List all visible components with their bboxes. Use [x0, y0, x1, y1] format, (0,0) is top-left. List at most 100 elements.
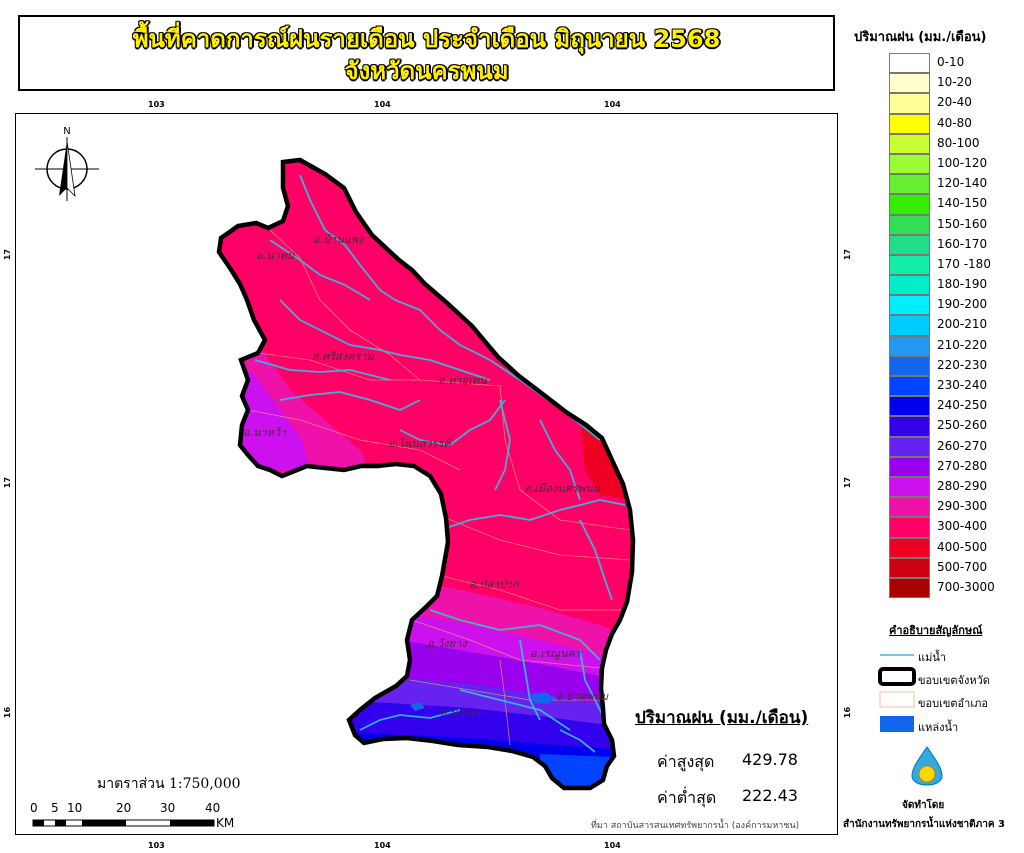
symbol-legend-title: คำอธิบายสัญลักษณ์: [889, 624, 983, 637]
district-label-na-thom: อ.นาทม: [256, 249, 295, 262]
district-label-na-wa: อ.นาหว้า: [243, 426, 287, 439]
grid-label-bottom-3: 104: [604, 841, 621, 850]
legend-title: ปริมาณฝน (มม./เดือน): [854, 30, 987, 45]
legend-swatch: [889, 335, 930, 356]
legend-swatch: [889, 517, 930, 538]
north-label: N: [63, 126, 70, 137]
stat-max-label: ค่าสูงสุด: [657, 752, 715, 771]
scale-bar: [32, 819, 215, 827]
legend-swatch: [889, 557, 930, 578]
legend-label: 230-240: [937, 378, 988, 392]
stats-title: ปริมาณฝน (มม./เดือน): [635, 708, 809, 728]
legend-label: 210-220: [937, 337, 988, 352]
legend-label: 150-160: [937, 216, 988, 231]
grid-label-top-2: 104: [374, 100, 391, 109]
legend-swatch: [889, 254, 930, 276]
map-frame: [15, 113, 838, 835]
legend-swatch: [889, 396, 930, 417]
symbol-water-label: แหล่งน้ำ: [918, 721, 959, 734]
legend-label: 40-80: [937, 115, 972, 130]
legend-label: 280-290: [937, 478, 988, 493]
district-label-tha-uthen: อ.ท่าอุเทน: [438, 374, 487, 387]
legend-swatch: [889, 436, 930, 457]
district-label-wang-yang: อ.วังยาง: [427, 637, 468, 650]
district-labels: อ.บ้านแพง อ.นาทม อ.ศรีสงคราม อ.ท่าอุเทน …: [243, 233, 609, 719]
legend-swatch: [889, 234, 930, 255]
legend-swatch: [889, 497, 930, 518]
scale-tick-20: 20: [116, 801, 132, 815]
prepared-by-label: จัดทำโดย: [902, 800, 945, 811]
symbol-province-label: ขอบเขตจังหวัด: [918, 674, 990, 687]
grid-label-top-1: 103: [148, 100, 165, 109]
legend-label: 240-250: [937, 398, 988, 413]
stat-min-value: 222.43: [742, 786, 798, 805]
scale-tick-0: 0: [30, 801, 38, 815]
legend-label: 400-500: [937, 539, 988, 554]
grid-label-bottom-2: 104: [374, 841, 391, 850]
legend-swatch: [889, 214, 930, 235]
legend-swatch: [889, 113, 930, 134]
district-label-pla-pak: อ.ปลาปาก: [469, 578, 520, 591]
district-label-phon-sawan: อ.โพนสวรรค์: [388, 437, 454, 450]
legend-swatch: [889, 275, 930, 296]
legend-label: 120-140: [937, 176, 988, 191]
legend-label: 140-150: [937, 196, 988, 211]
district-label-ban-phaeng: อ.บ้านแพง: [313, 233, 365, 246]
legend-label: 190-200: [937, 297, 988, 312]
legend-label: 20-40: [937, 95, 972, 110]
legend-label: 270-280: [937, 458, 988, 473]
legend-swatch: [889, 416, 930, 437]
legend-label: 80-100: [937, 135, 980, 150]
legend-label: 220-230: [937, 357, 988, 372]
legend-label: 260-270: [937, 438, 988, 453]
legend-swatch: [889, 315, 930, 336]
legend-label: 250-260: [937, 418, 988, 433]
legend-label: 160-170: [937, 236, 988, 251]
legend-swatch: [889, 53, 930, 74]
legend-swatch: [889, 73, 930, 94]
agency-logo: [911, 746, 943, 786]
legend-swatch: [889, 153, 930, 175]
legend-label: 700-3000: [937, 579, 995, 594]
legend-swatch: [889, 93, 930, 114]
legend-swatch: [889, 376, 930, 397]
map-title-box: พื้นที่คาดการณ์ฝนรายเดือน ประจำเดือน มิถ…: [18, 15, 835, 91]
map-subtitle: จังหวัดนครพนม: [344, 57, 509, 85]
map-title: พื้นที่คาดการณ์ฝนรายเดือน ประจำเดือน มิถ…: [132, 25, 721, 53]
legend-swatch: [889, 476, 930, 498]
symbol-legend-graphics: [878, 654, 916, 732]
district-label-that-phanom: อ.ธาตุพนม: [556, 690, 609, 703]
scale-tick-10: 10: [67, 801, 83, 815]
legend-label: 180-190: [937, 277, 988, 292]
legend-label: 0-10: [937, 55, 965, 69]
district-label-renu-nakhon: อ.เรณูนคร: [530, 647, 583, 660]
legend-swatch: [889, 577, 930, 599]
data-source: ที่มา สถาบันสารสนเทศทรัพยากรน้ำ (องค์การ…: [591, 821, 800, 831]
organization-name: สำนักงานทรัพยากรน้ำแห่งชาติภาค 3: [843, 819, 1006, 830]
stat-max-value: 429.78: [742, 750, 798, 769]
district-label-mueang: อ.เมืองนครพนม: [524, 482, 601, 495]
scale-text: มาตราส่วน 1:750,000: [97, 776, 241, 792]
legend-swatch: [889, 174, 930, 195]
symbol-river-label: แม่น้ำ: [918, 651, 947, 664]
scale-tick-5: 5: [51, 801, 59, 815]
scale-unit: KM: [216, 816, 235, 830]
legend-swatch: [889, 537, 930, 558]
legend-label: 200-210: [937, 317, 988, 332]
legend-label: 10-20: [937, 75, 972, 90]
legend-label: 100-120: [937, 155, 988, 170]
stat-min-label: ค่าต่ำสุด: [657, 788, 717, 807]
legend-swatch: [889, 456, 930, 477]
legend-swatch: [889, 133, 930, 154]
legend-swatch: [889, 194, 930, 215]
legend-label: 500-700: [937, 559, 988, 574]
grid-label-bottom-1: 103: [148, 841, 165, 850]
district-label-si-songkhram: อ.ศรีสงคราม: [312, 350, 375, 363]
grid-label-top-3: 104: [604, 100, 621, 109]
scale-tick-30: 30: [160, 801, 176, 815]
scale-tick-40: 40: [205, 801, 221, 815]
district-label-na-kae: อ.นาแก: [440, 706, 479, 719]
legend-label: 290-300: [937, 499, 988, 514]
legend-swatch: [889, 295, 930, 316]
